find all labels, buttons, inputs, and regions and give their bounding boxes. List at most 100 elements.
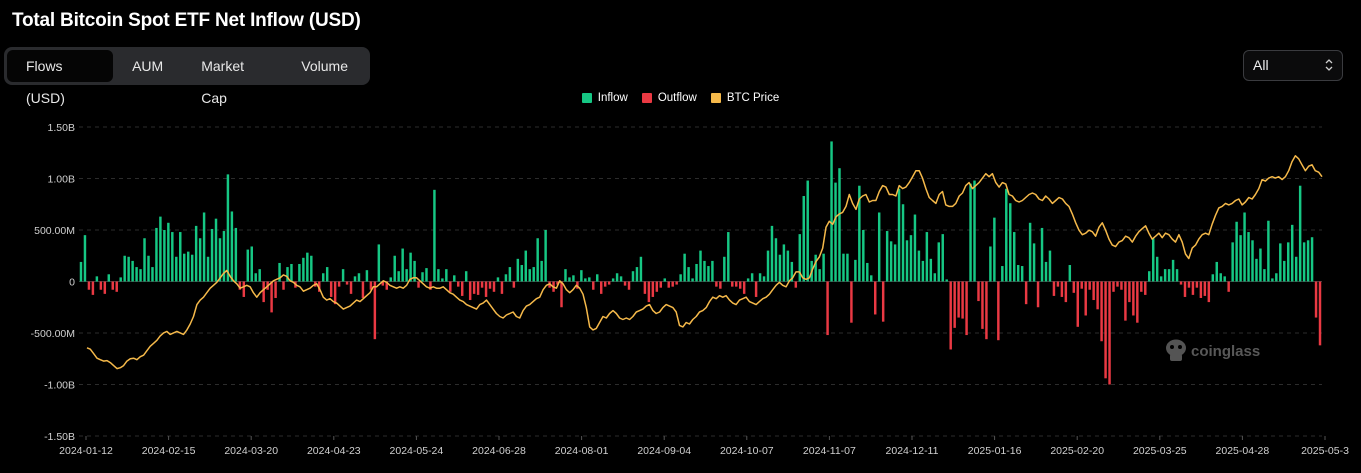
inflow-bar [834, 182, 837, 282]
time-range-select[interactable]: All [1243, 50, 1343, 81]
inflow-bar [635, 267, 639, 282]
outflow-bar [373, 281, 377, 340]
inflow-bar [818, 269, 821, 282]
inflow-bar [993, 217, 996, 282]
outflow-bar [735, 281, 738, 287]
inflow-bar [302, 257, 305, 282]
inflow-bar [572, 275, 575, 282]
x-tick-label: 2024-08-01 [555, 445, 609, 457]
inflow-bar [798, 234, 802, 282]
tab-market-cap[interactable]: Market Cap [201, 58, 244, 106]
inflow-bar [921, 260, 925, 282]
inflow-bar [1283, 260, 1286, 282]
outflow-bar [274, 281, 277, 298]
x-tick-label: 2025-02-20 [1050, 445, 1104, 457]
inflow-bar [186, 251, 190, 282]
inflow-bar [135, 267, 138, 282]
outflow-bar [381, 281, 385, 286]
inflow-bar [929, 258, 933, 282]
inflow-bar [1267, 220, 1270, 282]
outflow-bar [91, 281, 95, 295]
outflow-bar [1183, 281, 1187, 297]
outflow-bar [607, 281, 611, 285]
inflow-bar [631, 271, 635, 282]
inflow-bar [750, 273, 754, 282]
outflow-bar [1052, 281, 1056, 296]
inflow-bar [1287, 242, 1290, 282]
outflow-bar [957, 281, 960, 318]
inflow-bar [1223, 276, 1226, 282]
outflow-bar [1207, 281, 1211, 303]
outflow-bar [484, 281, 488, 297]
tab-volume[interactable]: Volume [301, 58, 348, 74]
inflow-bar [1009, 203, 1012, 282]
inflow-bar [1231, 242, 1234, 282]
inflow-bar [786, 250, 790, 282]
outflow-bar [1136, 281, 1139, 323]
tab-aum[interactable]: AUM [132, 58, 164, 74]
inflow-bar [401, 248, 404, 282]
inflow-bar [917, 250, 921, 282]
inflow-bar [877, 212, 881, 282]
inflow-bar [969, 183, 972, 282]
inflow-bar [1175, 269, 1179, 282]
outflow-bar [556, 281, 559, 285]
outflow-bar [99, 281, 103, 290]
outflow-bar [627, 281, 631, 290]
inflow-bar [151, 267, 154, 282]
inflow-bar [179, 232, 182, 282]
outflow-bar [826, 281, 829, 336]
inflow-bar [322, 273, 325, 282]
outflow-bar [480, 281, 484, 288]
chart-legend: Inflow Outflow BTC Price [0, 92, 1361, 104]
inflow-bar [147, 255, 150, 282]
outflow-bar [349, 281, 353, 294]
inflow-bar [1279, 243, 1282, 282]
inflow-bar [1155, 256, 1159, 282]
x-tick-label: 2024-02-15 [142, 445, 196, 457]
inflow-bar [893, 244, 897, 282]
inflow-bar [286, 267, 289, 282]
outflow-bar [1132, 281, 1135, 316]
inflow-bar [1255, 258, 1258, 282]
inflow-bar [806, 180, 809, 282]
inflow-bar [202, 212, 206, 282]
inflow-bar [532, 267, 535, 282]
legend-outflow[interactable]: Outflow [641, 92, 697, 104]
outflow-bar [1314, 281, 1318, 318]
inflow-bar [679, 274, 682, 282]
outflow-bar [1024, 281, 1028, 305]
inflow-bar [1028, 222, 1032, 282]
outflow-bar [647, 281, 651, 303]
inflow-bar [298, 263, 301, 282]
inflow-bar [846, 253, 849, 282]
outflow-bar [1036, 281, 1040, 308]
outflow-bar [429, 281, 432, 290]
inflow-bar [190, 254, 194, 282]
inflow-bar [1020, 266, 1024, 282]
inflow-bar [1151, 238, 1155, 282]
outflow-bar [1076, 281, 1079, 327]
outflow-bar [111, 281, 114, 290]
x-tick-label: 2024-06-28 [472, 445, 526, 457]
x-tick-label: 2024-12-11 [886, 445, 939, 457]
outflow-bar [985, 281, 988, 340]
y-tick-label: 500.00M [34, 225, 75, 237]
inflow-bar [1148, 271, 1151, 282]
inflow-bar [588, 277, 591, 282]
outflow-bar [603, 281, 607, 287]
legend-btc-price[interactable]: BTC Price [710, 92, 779, 104]
inflow-bar [1302, 242, 1306, 282]
inflow-bar [758, 273, 762, 282]
outflow-bar [115, 281, 118, 292]
outflow-bar [754, 281, 758, 297]
inflow-bar [325, 267, 329, 282]
inflow-bar [183, 253, 186, 282]
legend-inflow[interactable]: Inflow [581, 92, 628, 104]
inflow-bar [528, 269, 531, 282]
tab-flows[interactable]: Flows (USD) [7, 50, 114, 106]
inflow-bar [445, 269, 448, 282]
inflow-bar [885, 231, 889, 282]
inflow-bar [210, 228, 214, 282]
time-range-value: All [1253, 57, 1269, 73]
